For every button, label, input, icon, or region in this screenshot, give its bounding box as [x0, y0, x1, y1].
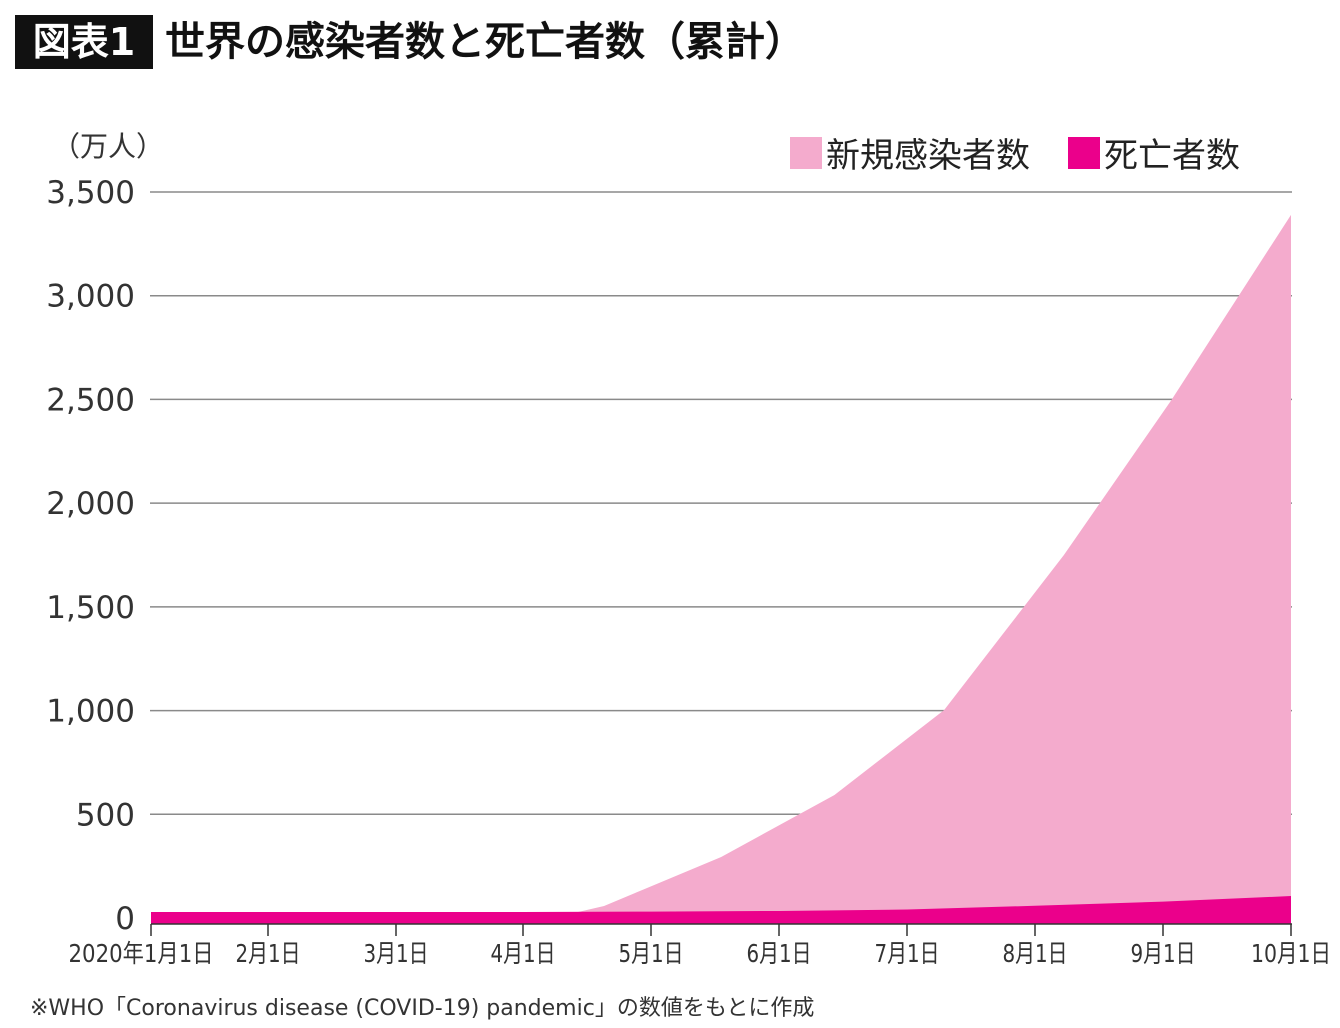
x-tick-label: 4月1日	[491, 939, 556, 968]
y-tick-label: 0	[115, 901, 135, 937]
x-tick-label: 5月1日	[619, 939, 684, 968]
y-tick-label: 3,000	[46, 279, 135, 315]
legend-item-deaths: 死亡者数	[1068, 128, 1240, 177]
x-tick-label: 3月1日	[364, 939, 429, 968]
x-tick-label: 6月1日	[747, 939, 812, 968]
x-tick-label: 7月1日	[875, 939, 940, 968]
legend-label-infections: 新規感染者数	[826, 136, 1030, 176]
legend: 新規感染者数 死亡者数	[790, 128, 1278, 177]
chart-title: 世界の感染者数と死亡者数（累計）	[165, 19, 805, 65]
y-tick-label: 500	[76, 797, 135, 833]
legend-swatch-infections	[790, 136, 822, 169]
y-tick-label: 1,000	[46, 694, 135, 730]
x-tick-label: 9月1日	[1131, 939, 1196, 968]
legend-item-infections: 新規感染者数	[790, 128, 1030, 177]
legend-swatch-deaths	[1068, 136, 1100, 169]
x-tick-label: 2月1日	[236, 939, 301, 968]
y-tick-label: 2,000	[46, 486, 135, 522]
area-infections	[151, 214, 1291, 918]
area-deaths	[151, 896, 1291, 924]
y-tick-label: 1,500	[46, 590, 135, 626]
x-tick-label: 2020年1月1日	[69, 939, 214, 968]
footnote: ※WHO「Coronavirus disease (COVID-19) pand…	[30, 996, 815, 1021]
x-tick-label: 10月1日	[1251, 939, 1331, 968]
y-tick-label: 2,500	[46, 382, 135, 418]
x-tick-label: 8月1日	[1003, 939, 1068, 968]
figure-tag: 図表1	[15, 15, 153, 69]
legend-label-deaths: 死亡者数	[1104, 136, 1240, 176]
y-axis-unit: （万人）	[52, 130, 165, 163]
y-tick-label: 3,500	[46, 175, 135, 211]
